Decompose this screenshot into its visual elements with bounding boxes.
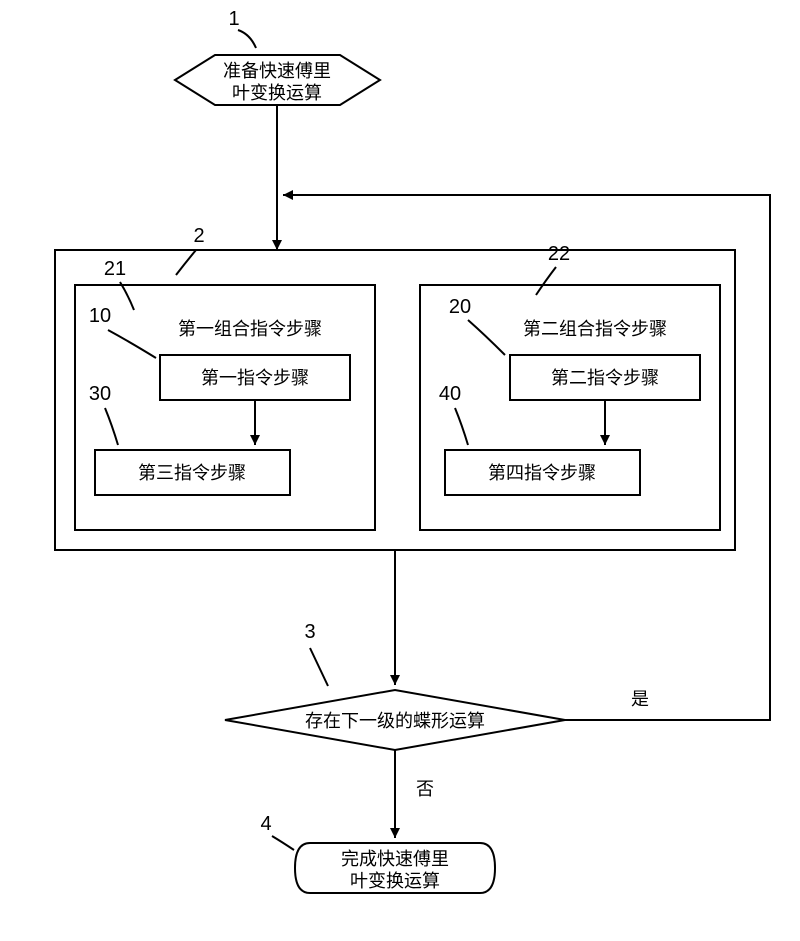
svg-text:10: 10 — [89, 305, 111, 327]
svg-text:21: 21 — [104, 258, 126, 280]
label-1: 1 — [228, 8, 256, 48]
label-4: 4 — [260, 813, 294, 850]
edge-no-to-end: 否 — [395, 750, 434, 838]
label-10: 10 — [89, 305, 156, 358]
flow-diagram: 准备快速傅里 叶变换运算 1 2 第一组合指令步骤 21 第一指令步骤 10 第… — [0, 0, 800, 941]
svg-text:是: 是 — [631, 689, 649, 709]
svg-text:20: 20 — [449, 296, 471, 318]
svg-text:40: 40 — [439, 383, 461, 405]
step3-text: 第三指令步骤 — [138, 463, 246, 483]
step2-text: 第二指令步骤 — [551, 368, 659, 388]
end-line2: 叶变换运算 — [350, 871, 440, 891]
end-line1: 完成快速傅里 — [341, 849, 449, 869]
svg-text:否: 否 — [416, 779, 434, 799]
group2-title: 第二组合指令步骤 — [523, 319, 667, 339]
svg-text:1: 1 — [228, 8, 239, 30]
label-30: 30 — [89, 383, 118, 445]
svg-text:22: 22 — [548, 243, 570, 265]
svg-text:30: 30 — [89, 383, 111, 405]
svg-text:4: 4 — [260, 813, 271, 835]
start-node: 准备快速傅里 叶变换运算 — [175, 55, 380, 105]
label-3: 3 — [304, 621, 328, 686]
svg-text:3: 3 — [304, 621, 315, 643]
start-line1: 准备快速傅里 — [223, 61, 331, 81]
step1-text: 第一指令步骤 — [201, 368, 309, 388]
start-line2: 叶变换运算 — [232, 83, 322, 103]
end-node: 完成快速傅里 叶变换运算 — [295, 843, 495, 893]
step4-text: 第四指令步骤 — [488, 463, 596, 483]
label-20: 20 — [449, 296, 505, 355]
decision-text: 存在下一级的蝶形运算 — [305, 711, 485, 731]
group1-title: 第一组合指令步骤 — [178, 319, 322, 339]
label-40: 40 — [439, 383, 468, 445]
svg-text:2: 2 — [193, 225, 204, 247]
